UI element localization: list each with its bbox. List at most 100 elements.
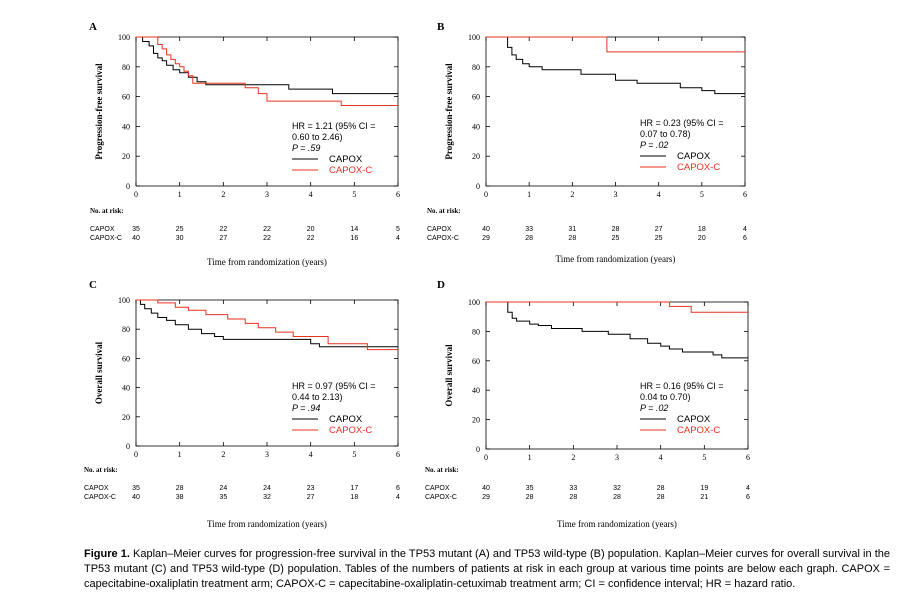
legend-label: CAPOX [329,414,363,425]
y-tick-label: 0 [476,182,480,191]
y-tick-label: 60 [472,357,480,366]
x-tick-label: 0 [484,190,488,199]
legend-label: CAPOX-C [677,425,720,436]
series-line-capox [486,36,745,95]
risk-value: 33 [569,485,577,492]
risk-value: 28 [569,494,577,501]
risk-value: 18 [350,494,358,501]
x-tick-label: 5 [352,450,356,459]
hr-annotation-line: 0.60 to 2.46) [292,132,343,142]
x-tick-label: 5 [352,190,356,199]
risk-value: 21 [700,494,708,501]
risk-row-label: CAPOX [84,485,109,492]
legend-label: CAPOX-C [329,425,372,436]
x-tick-label: 4 [659,453,663,462]
y-tick-label: 0 [126,182,130,191]
risk-row-label: CAPOX-C [425,494,457,501]
x-tick-label: 2 [221,190,225,199]
hr-annotation-line: HR = 0.97 (95% CI = [292,381,376,391]
x-tick-label: 0 [134,190,138,199]
x-tick-label: 5 [700,190,704,199]
y-axis-label: Progression-free survival [94,63,104,160]
x-axis-label: Time from randomization (years) [557,519,677,529]
x-tick-label: 0 [134,450,138,459]
x-tick-label: 6 [746,453,750,462]
y-tick-label: 40 [472,386,480,395]
y-tick-label: 0 [476,445,480,454]
risk-value: 31 [568,226,576,233]
y-tick-label: 40 [472,122,480,131]
panel-letter: A [89,21,97,33]
risk-value: 17 [350,485,358,492]
y-tick-label: 20 [472,152,480,161]
y-tick-label: 80 [472,63,480,72]
risk-value: 28 [526,494,534,501]
x-tick-label: 3 [265,190,269,199]
risk-value: 40 [482,485,490,492]
risk-value: 29 [482,494,490,501]
risk-value: 22 [263,226,271,233]
risk-value: 30 [176,235,184,242]
risk-value: 18 [698,226,706,233]
y-tick-label: 20 [122,413,130,422]
x-tick-label: 6 [396,190,400,199]
y-tick-label: 60 [122,93,130,102]
y-tick-label: 40 [122,384,130,393]
risk-value: 24 [219,485,227,492]
risk-value: 35 [219,494,227,501]
hr-annotation-line: HR = 0.23 (95% CI = [640,118,724,128]
risk-value: 16 [350,235,358,242]
risk-value: 35 [132,485,140,492]
hr-annotation-line: P = .94 [292,403,320,413]
risk-value: 40 [132,235,140,242]
risk-row-label: CAPOX-C [84,494,116,501]
figure-caption: Figure 1. Kaplan–Meier curves for progre… [84,547,890,592]
risk-value: 27 [307,494,315,501]
risk-value: 14 [350,226,358,233]
risk-value: 35 [132,226,140,233]
risk-row-label: CAPOX [90,226,115,233]
y-tick-label: 0 [126,442,130,451]
risk-value: 35 [526,485,534,492]
risk-header: No. at risk: [90,207,124,215]
panel-a: A 0 20 40 60 80 100 0 1 2 3 4 5 6 Progression-free sur… [89,21,400,267]
risk-row-label: CAPOX-C [90,235,122,242]
series-line-capox-c [136,299,398,351]
risk-value: 40 [132,494,140,501]
panel-d: D 0 20 40 60 80 100 0 1 2 3 4 5 6 Overall survival HR =… [425,279,750,529]
series-line-capox-c [136,36,398,106]
risk-row-label: CAPOX [427,226,452,233]
risk-value: 28 [525,235,533,242]
y-tick-label: 100 [468,298,480,307]
x-tick-label: 0 [484,453,488,462]
risk-value: 40 [482,226,490,233]
x-tick-label: 3 [615,453,619,462]
x-tick-label: 1 [178,190,182,199]
x-tick-label: 4 [657,190,661,199]
y-tick-label: 20 [122,152,130,161]
panel-letter: C [89,279,97,291]
series-line-capox-c [486,36,745,53]
y-axis-label: Overall survival [444,344,454,407]
x-tick-label: 6 [396,450,400,459]
risk-header: No. at risk: [427,207,461,215]
y-axis-label: Overall survival [94,341,104,404]
hr-annotation-line: 0.04 to 0.70) [640,392,691,402]
x-axis-label: Time from randomization (years) [207,257,327,267]
caption-text: Kaplan–Meier curves for progression-free… [84,548,891,590]
y-tick-label: 100 [118,33,130,42]
risk-value: 19 [700,485,708,492]
y-tick-label: 100 [118,296,130,305]
risk-value: 25 [655,235,663,242]
risk-value: 29 [482,235,490,242]
risk-row-label: CAPOX-C [427,235,459,242]
series-line-capox [486,301,748,359]
x-tick-label: 4 [309,190,313,199]
x-axis-label: Time from randomization (years) [556,254,676,264]
risk-value: 27 [655,226,663,233]
risk-value: 32 [613,485,621,492]
risk-row-label: CAPOX [425,485,450,492]
y-tick-label: 80 [472,327,480,336]
